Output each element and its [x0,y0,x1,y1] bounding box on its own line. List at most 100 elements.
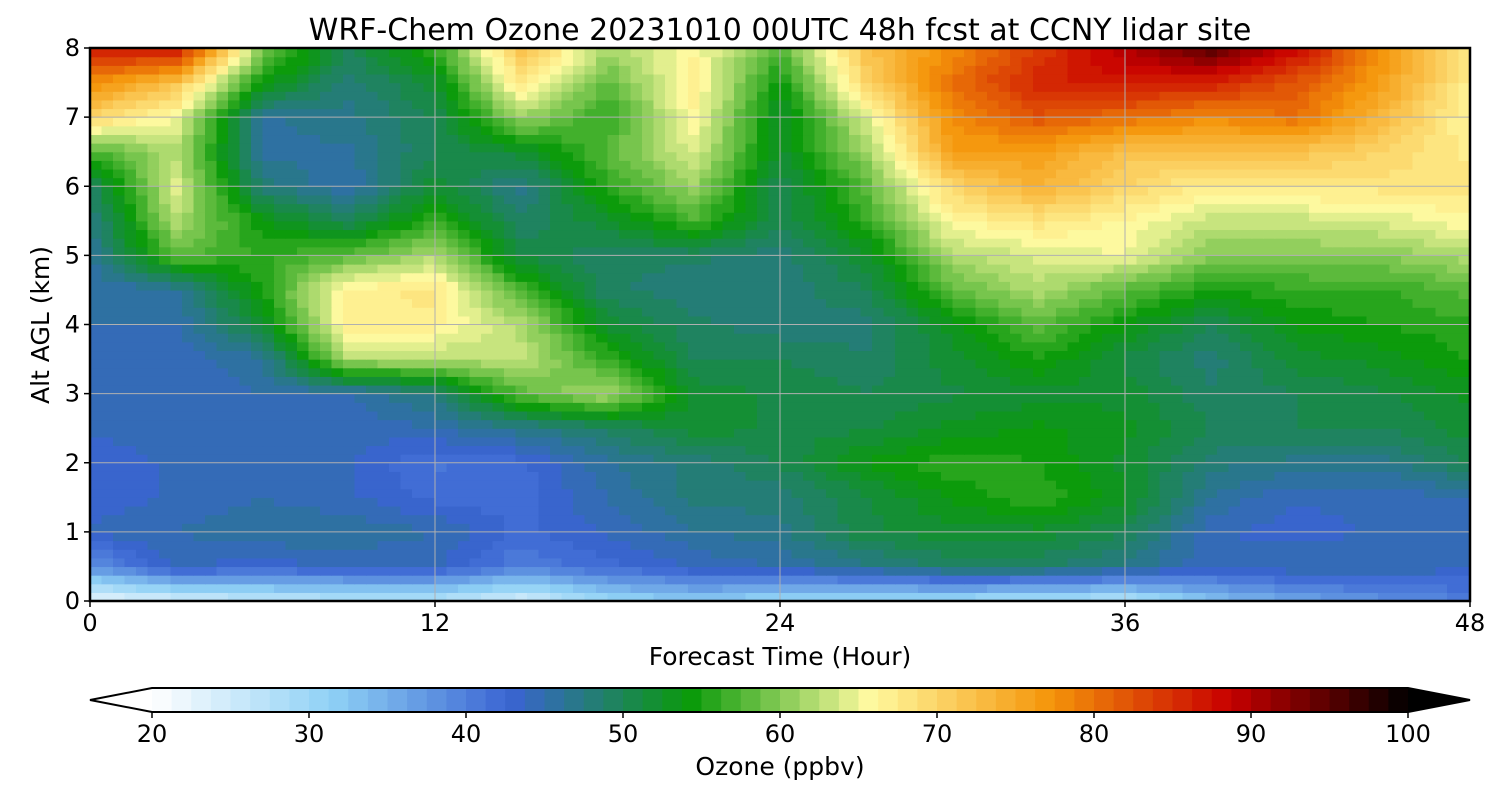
heat-cell [1263,281,1276,291]
heat-cell [343,410,356,421]
heat-cell [929,376,942,386]
heat-cell [964,376,977,386]
heat-cell [113,333,126,343]
heat-cell [1182,557,1195,568]
heat-cell [860,255,873,265]
heat-cell [538,575,551,585]
heat-cell [1033,350,1046,360]
heat-cell [1067,341,1080,352]
heat-cell [458,549,471,559]
heat-cell [504,592,517,601]
heat-cell [423,281,436,291]
heat-cell [90,454,103,464]
heat-cell [780,523,793,533]
heat-cell [1332,523,1345,533]
heat-cell [584,410,597,421]
heat-cell [860,315,873,326]
heat-cell [803,341,816,352]
heat-cell [1044,583,1057,593]
heat-cell [515,289,528,300]
heat-cell [1171,393,1184,403]
heat-cell [1332,376,1345,386]
heat-cell [159,514,172,524]
heat-cell [354,566,367,576]
heat-cell [504,462,517,472]
heat-cell [469,505,482,516]
heat-cell [147,315,160,326]
heat-cell [1136,540,1149,550]
heat-cell [711,402,724,412]
heat-cell [929,428,942,438]
heat-cell [515,272,528,282]
heat-cell [1113,575,1126,585]
heat-cell [653,384,666,395]
heat-cell [1251,289,1264,300]
heat-cell [814,566,827,576]
heat-cell [964,549,977,559]
heat-cell [377,514,390,524]
heat-cell [343,462,356,472]
heat-cell [1297,255,1310,265]
heat-cell [987,566,1000,576]
heat-cell [1205,575,1218,585]
heat-cell [975,384,988,395]
heat-cell [550,471,563,481]
heat-cell [193,445,206,455]
heat-cell [1366,549,1379,559]
heat-cell [1412,393,1425,403]
heat-cell [883,255,896,265]
heat-cell [619,575,632,585]
heat-cell [745,514,758,524]
heat-cell [757,531,770,542]
heat-cell [1113,281,1126,291]
heat-cell [412,272,425,282]
heat-cell [1182,341,1195,352]
heat-cell [688,592,701,601]
heat-cell [676,341,689,352]
heat-cell [113,523,126,533]
heat-cell [745,324,758,334]
heat-cell [1159,462,1172,472]
heat-cell [412,359,425,369]
heat-cell [1148,281,1161,291]
heat-cell [699,575,712,585]
heat-cell [998,272,1011,282]
heat-cell [527,454,540,464]
heat-cell [734,289,747,300]
heat-cell [331,324,344,334]
heat-cell [837,428,850,438]
heat-cell [584,419,597,429]
heat-cell [975,566,988,576]
heat-cell [216,566,229,576]
heat-cell [1435,298,1448,308]
heat-cell [262,359,275,369]
heat-cell [1067,402,1080,412]
heat-cell [1159,505,1172,516]
heat-cell [607,264,620,274]
heat-cell [1067,471,1080,481]
heat-cell [837,298,850,308]
heat-cell [1113,471,1126,481]
heat-cell [653,514,666,524]
heat-cell [826,531,839,542]
heat-cell [1217,246,1230,256]
heat-cell [1125,264,1138,274]
heat-cell [596,531,609,542]
heat-cell [883,238,896,248]
heat-cell [492,384,505,395]
heat-cell [757,255,770,265]
heat-cell [1125,341,1138,352]
heat-cell [1136,428,1149,438]
heat-cell [1113,272,1126,282]
heat-cell [1102,315,1115,326]
heat-cell [964,575,977,585]
heat-cell [1424,393,1437,403]
heat-cell [941,376,954,386]
heat-cell [1355,419,1368,429]
heat-cell [458,393,471,403]
heat-cell [1217,264,1230,274]
heat-cell [1044,454,1057,464]
heat-cell [1343,540,1356,550]
heat-cell [1056,350,1069,360]
heat-cell [642,583,655,593]
